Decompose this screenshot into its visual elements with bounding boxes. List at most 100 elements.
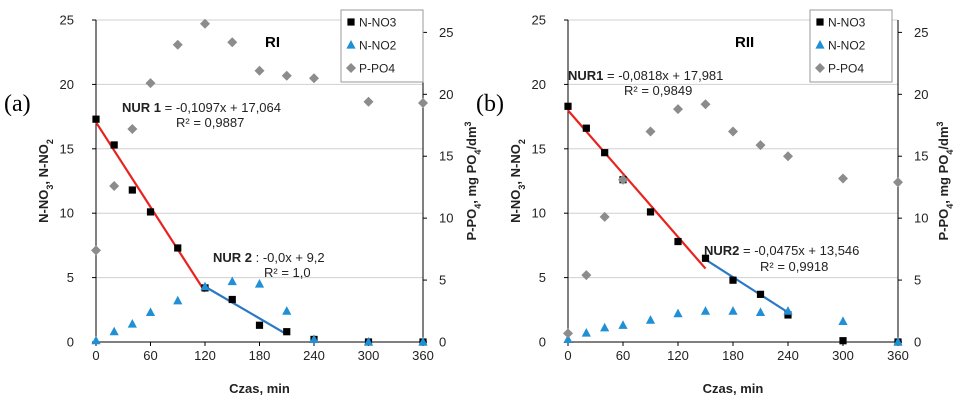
data-point <box>281 70 292 81</box>
data-point <box>254 279 265 288</box>
data-point <box>227 276 237 286</box>
data-point <box>91 335 101 345</box>
y-tick-label-right: 20 <box>439 87 453 102</box>
chart-panel-1: 0 60 120 180 240 300 360 0 5 10 15 20 25 0 5 10 15 20 25 Cz… <box>4 9 483 396</box>
legend-marker <box>815 63 825 73</box>
x-axis-title: Czas, min <box>229 381 290 396</box>
y-tick-label-left: 0 <box>539 335 546 350</box>
y-tick-label-left: 25 <box>60 13 74 28</box>
data-point <box>200 18 210 29</box>
data-point <box>109 326 119 336</box>
x-tick-label: 60 <box>143 348 157 363</box>
legend-label: N-NO3 <box>828 16 866 30</box>
x-tick-label: 300 <box>832 348 854 363</box>
legend-marker <box>816 18 824 26</box>
y-tick-label-left: 10 <box>532 206 546 221</box>
data-point <box>673 308 683 318</box>
legend-marker <box>346 40 356 49</box>
data-point <box>601 149 609 157</box>
data-point <box>127 123 138 134</box>
data-point <box>254 65 265 76</box>
trend-annotation: R² = 0,9887 <box>176 115 244 130</box>
data-point <box>200 281 210 291</box>
legend-label: N-NO3 <box>359 16 397 30</box>
legend-box <box>809 9 893 83</box>
data-point <box>227 37 238 48</box>
data-point <box>91 245 101 256</box>
trendline-nur-1 <box>95 121 206 293</box>
data-point <box>728 126 738 137</box>
y-tick-label-right: 15 <box>914 149 928 164</box>
x-tick-label: 360 <box>412 348 434 363</box>
series-p-po4 <box>91 18 428 256</box>
data-point <box>309 73 319 84</box>
data-point <box>228 295 236 304</box>
y-tick-label-left: 15 <box>60 141 74 156</box>
data-point <box>146 208 155 216</box>
data-point <box>145 78 156 89</box>
data-point <box>92 115 100 123</box>
x-tick-label: 180 <box>722 348 744 363</box>
y-tick-label-left: 15 <box>532 141 546 156</box>
trendline-nur-2 <box>204 285 288 336</box>
chart-title: RI <box>265 34 280 51</box>
data-point <box>674 237 682 246</box>
x-tick-label: 0 <box>564 348 571 363</box>
data-point <box>756 290 765 298</box>
data-point <box>173 295 183 305</box>
series-n-no3 <box>92 115 427 346</box>
y-tick-label-right: 5 <box>439 273 446 288</box>
data-point <box>581 270 592 281</box>
data-point <box>174 244 182 252</box>
y-tick-label-left: 10 <box>60 206 74 221</box>
data-point <box>700 99 711 110</box>
legend-label: N-NO2 <box>359 39 397 53</box>
legend-box <box>340 9 424 83</box>
y-tick-label-left: 25 <box>532 13 546 28</box>
series-p-po4 <box>563 99 903 339</box>
data-point <box>581 327 591 337</box>
y-axis-title-right: P-PO4, mg PO4/dm3 <box>935 121 955 240</box>
data-point <box>893 177 903 188</box>
data-point <box>418 337 428 346</box>
x-axis-title: Czas, min <box>703 381 764 396</box>
x-tick-label: 240 <box>777 348 799 363</box>
legend-marker <box>346 63 356 73</box>
data-point <box>563 334 573 344</box>
data-point <box>128 186 136 194</box>
data-point <box>363 96 374 107</box>
y-tick-label-right: 25 <box>914 25 928 40</box>
x-tick-label: 0 <box>92 348 99 363</box>
trendline-nur1 <box>567 109 707 270</box>
data-point <box>282 306 292 315</box>
y-tick-label-left: 20 <box>60 77 74 92</box>
series-n-no2 <box>563 306 903 346</box>
x-tick-label: 120 <box>667 348 689 363</box>
y-tick-label-right: 20 <box>914 87 928 102</box>
y-tick-label-right: 10 <box>439 211 453 226</box>
y-axis-title-left: N-NO3, N-NO2 <box>36 139 55 223</box>
y-axis-title-right: P-PO4, mg PO4/dm3 <box>463 121 483 240</box>
data-point <box>600 322 610 332</box>
data-point <box>838 316 848 325</box>
data-point <box>645 126 656 137</box>
y-axis-title-left: N-NO3, N-NO2 <box>508 139 527 223</box>
data-point <box>784 311 792 319</box>
panel-label: (a) <box>4 91 31 117</box>
data-point <box>755 307 766 316</box>
data-point <box>363 337 374 346</box>
legend: N-NO3 N-NO2 P-PO4 <box>809 9 893 83</box>
trend-annotation: R² = 0,9918 <box>760 259 828 274</box>
data-point <box>418 97 428 108</box>
data-point <box>673 104 683 115</box>
data-point <box>110 141 118 149</box>
panel-label: (b) <box>476 91 504 117</box>
x-tick-label: 300 <box>358 348 380 363</box>
data-point <box>582 124 590 132</box>
trend-annotation: R² = 0,9849 <box>624 83 692 98</box>
y-tick-label-right: 25 <box>439 25 453 40</box>
data-point <box>172 39 183 50</box>
data-point <box>255 321 264 329</box>
data-point <box>563 328 573 339</box>
